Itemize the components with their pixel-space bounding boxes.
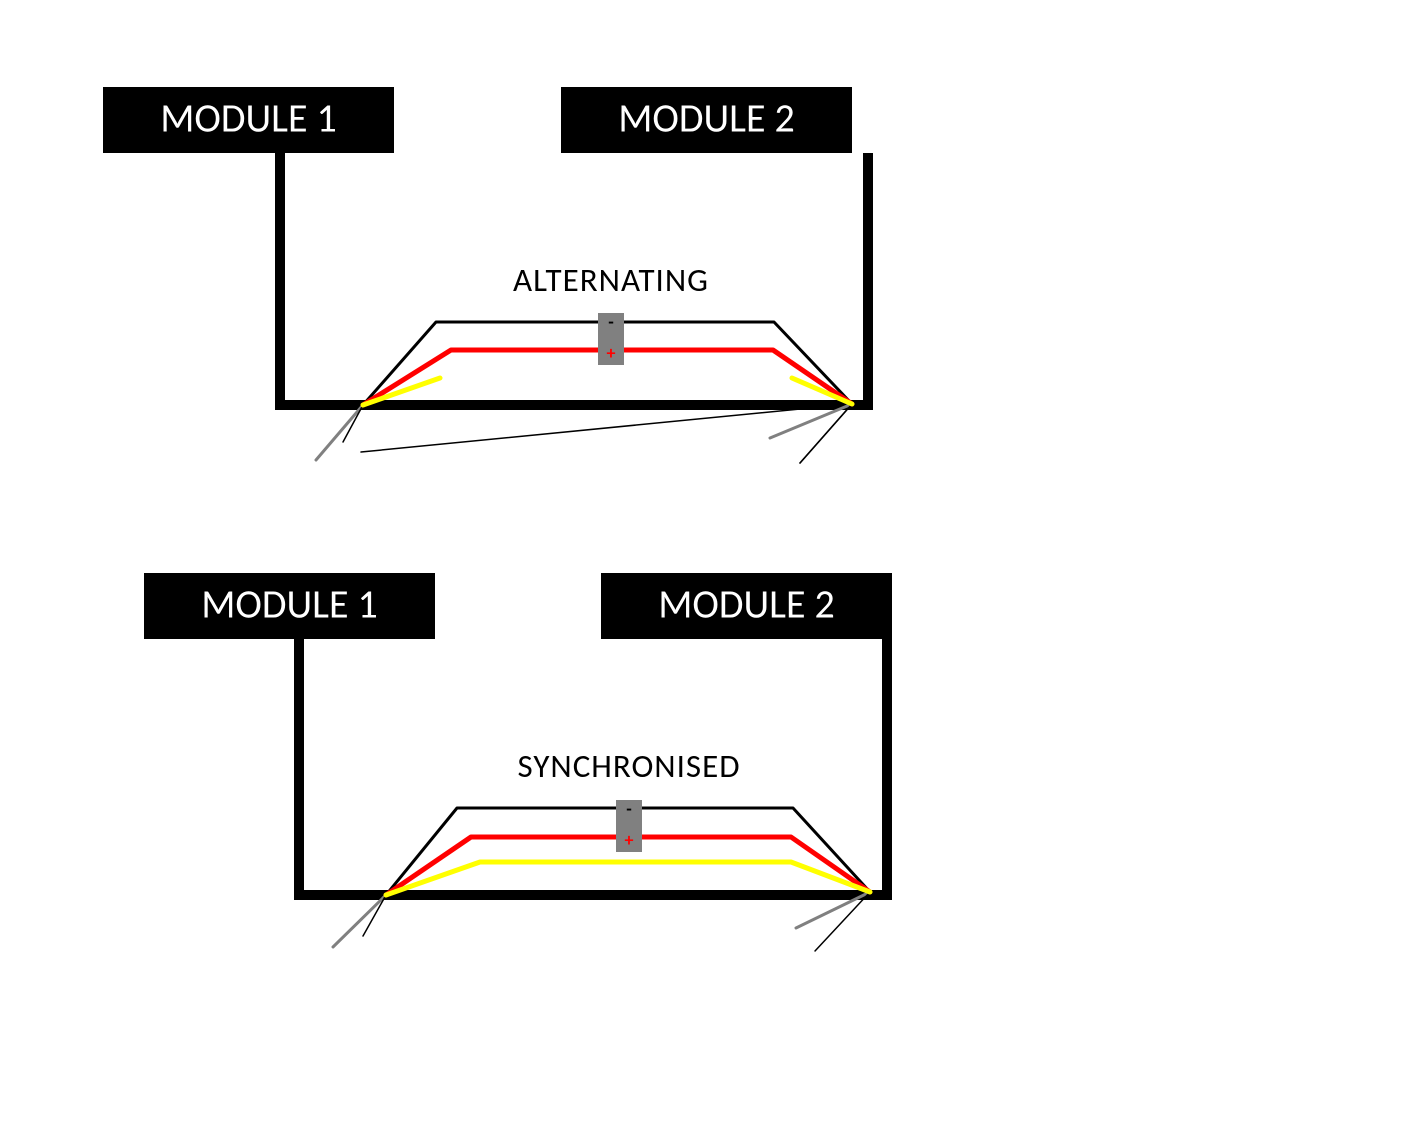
title-alternating: ALTERNATING [513,260,709,300]
wire-grey-left-bottom [333,895,386,947]
module-2-box-top: MODULE 2 [561,87,852,153]
wire-grey-left-top [316,405,363,460]
module-1-label-top: MODULE 1 [160,94,337,143]
diagram-alternating: MODULE 1 MODULE 2 ALTERNATING - + [103,87,873,463]
module-1-box-top: MODULE 1 [103,87,394,153]
battery-top: - + [598,311,624,365]
module-2-label-top: MODULE 2 [618,94,795,143]
battery-neg-top: - [608,311,614,333]
module-1-box-bottom: MODULE 1 [144,573,435,639]
wire-white-right-bottom [815,892,870,951]
title-synchronised: SYNCHRONISED [517,746,740,786]
battery-pos-top: + [607,342,616,364]
battery-pos-bottom: + [625,829,634,851]
battery-neg-bottom: - [626,798,632,820]
wire-white-right-top [800,404,852,463]
diagram-synchronised: MODULE 1 MODULE 2 SYNCHRONISED - + [144,573,892,951]
battery-bottom: - + [616,798,642,852]
module-1-label-bottom: MODULE 1 [201,580,378,629]
module-2-label-bottom: MODULE 2 [658,580,835,629]
module-2-box-bottom: MODULE 2 [601,573,892,639]
